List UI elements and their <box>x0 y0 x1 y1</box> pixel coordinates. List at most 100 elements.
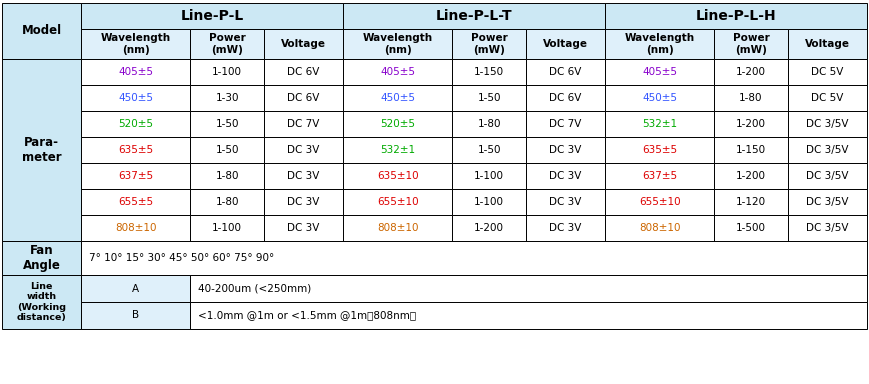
Bar <box>264 189 343 215</box>
Text: 520±5: 520±5 <box>118 119 153 129</box>
Bar <box>714 85 788 111</box>
Text: 7° 10° 15° 30° 45° 50° 60° 75° 90°: 7° 10° 15° 30° 45° 50° 60° 75° 90° <box>90 253 275 263</box>
Text: 1-100: 1-100 <box>474 171 504 181</box>
Bar <box>343 3 605 29</box>
Text: 655±10: 655±10 <box>377 197 419 207</box>
Bar <box>81 29 190 59</box>
Bar <box>714 59 788 85</box>
Bar <box>190 302 867 329</box>
Bar <box>81 59 190 85</box>
Bar <box>81 241 867 275</box>
Text: Model: Model <box>22 25 62 38</box>
Text: Line-P-L-T: Line-P-L-T <box>435 9 513 23</box>
Text: 450±5: 450±5 <box>380 93 415 103</box>
Text: DC 6V: DC 6V <box>288 93 320 103</box>
Bar <box>605 59 714 85</box>
Bar <box>2 275 81 329</box>
Bar <box>264 85 343 111</box>
Text: DC 3V: DC 3V <box>288 145 320 155</box>
Bar <box>788 29 867 59</box>
Text: DC 6V: DC 6V <box>288 67 320 77</box>
Text: 808±10: 808±10 <box>115 223 156 233</box>
Text: B: B <box>132 311 139 321</box>
Text: 637±5: 637±5 <box>118 171 153 181</box>
Text: Wavelength
(nm): Wavelength (nm) <box>625 33 694 55</box>
Text: 532±1: 532±1 <box>642 119 677 129</box>
Text: DC 5V: DC 5V <box>812 93 844 103</box>
Bar <box>452 85 526 111</box>
Bar <box>526 111 605 137</box>
Bar <box>81 3 343 29</box>
Bar <box>343 137 452 163</box>
Bar <box>2 3 81 59</box>
Text: 1-150: 1-150 <box>474 67 504 77</box>
Bar <box>788 189 867 215</box>
Text: Power
(mW): Power (mW) <box>733 33 769 55</box>
Bar <box>788 85 867 111</box>
Bar <box>343 189 452 215</box>
Bar <box>2 59 81 241</box>
Bar <box>605 85 714 111</box>
Bar <box>190 137 264 163</box>
Bar <box>190 59 264 85</box>
Bar <box>714 29 788 59</box>
Bar <box>190 163 264 189</box>
Text: 1-30: 1-30 <box>216 93 239 103</box>
Text: Fan
Angle: Fan Angle <box>23 244 61 272</box>
Text: DC 3V: DC 3V <box>288 223 320 233</box>
Bar <box>2 241 81 275</box>
Text: 1-200: 1-200 <box>736 67 766 77</box>
Bar <box>190 215 264 241</box>
Text: 635±10: 635±10 <box>377 171 419 181</box>
Text: 1-200: 1-200 <box>736 119 766 129</box>
Text: 405±5: 405±5 <box>118 67 153 77</box>
Bar <box>452 189 526 215</box>
Bar <box>605 137 714 163</box>
Text: DC 5V: DC 5V <box>812 67 844 77</box>
Text: 808±10: 808±10 <box>639 223 680 233</box>
Bar <box>343 163 452 189</box>
Bar <box>343 29 452 59</box>
Bar <box>343 85 452 111</box>
Text: DC 3V: DC 3V <box>288 171 320 181</box>
Bar <box>605 111 714 137</box>
Bar <box>526 215 605 241</box>
Bar <box>190 189 264 215</box>
Text: 1-120: 1-120 <box>736 197 766 207</box>
Text: DC 3V: DC 3V <box>549 223 581 233</box>
Text: Line-P-L: Line-P-L <box>181 9 243 23</box>
Bar <box>714 111 788 137</box>
Text: 1-100: 1-100 <box>474 197 504 207</box>
Bar <box>526 59 605 85</box>
Bar <box>264 137 343 163</box>
Text: Voltage: Voltage <box>805 39 850 49</box>
Text: 1-50: 1-50 <box>216 145 239 155</box>
Bar <box>264 29 343 59</box>
Bar <box>264 59 343 85</box>
Text: 1-80: 1-80 <box>216 171 239 181</box>
Text: DC 7V: DC 7V <box>549 119 581 129</box>
Text: DC 3V: DC 3V <box>549 171 581 181</box>
Bar <box>343 215 452 241</box>
Text: 1-50: 1-50 <box>477 93 501 103</box>
Text: 520±5: 520±5 <box>380 119 415 129</box>
Text: Power
(mW): Power (mW) <box>209 33 246 55</box>
Bar <box>605 189 714 215</box>
Text: DC 7V: DC 7V <box>288 119 320 129</box>
Bar <box>452 137 526 163</box>
Bar <box>81 302 190 329</box>
Bar <box>788 163 867 189</box>
Text: 1-80: 1-80 <box>740 93 763 103</box>
Bar <box>526 29 605 59</box>
Text: 635±5: 635±5 <box>118 145 153 155</box>
Text: DC 3V: DC 3V <box>549 145 581 155</box>
Text: 405±5: 405±5 <box>380 67 415 77</box>
Text: DC 3/5V: DC 3/5V <box>806 119 849 129</box>
Text: Wavelength
(nm): Wavelength (nm) <box>362 33 433 55</box>
Bar <box>526 163 605 189</box>
Text: Power
(mW): Power (mW) <box>471 33 507 55</box>
Bar <box>190 111 264 137</box>
Bar <box>81 189 190 215</box>
Text: DC 3/5V: DC 3/5V <box>806 145 849 155</box>
Text: 1-150: 1-150 <box>736 145 766 155</box>
